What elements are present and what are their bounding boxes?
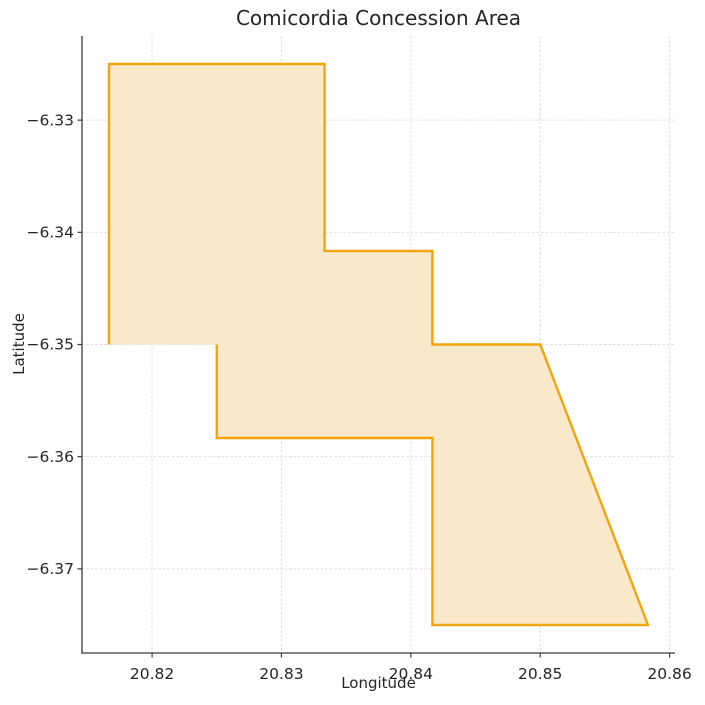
x-axis-label: Longitude (341, 674, 416, 692)
y-tick-label: −6.36 (27, 448, 75, 466)
chart-title: Comicordia Concession Area (235, 6, 522, 30)
y-tick-label: −6.35 (27, 336, 75, 354)
y-tick-label: −6.37 (27, 560, 75, 578)
x-tick-label: 20.85 (518, 665, 562, 683)
x-tick-label: 20.84 (389, 665, 433, 683)
x-tick-label: 20.86 (647, 665, 691, 683)
y-tick-label: −6.34 (27, 224, 75, 242)
concession-area-outline (107, 62, 650, 627)
y-tick-label: −6.33 (27, 111, 75, 129)
x-tick-label: 20.82 (130, 665, 174, 683)
y-axis-label: Latitude (10, 313, 28, 375)
concession-area-fill (109, 64, 648, 625)
x-tick-label: 20.83 (259, 665, 303, 683)
